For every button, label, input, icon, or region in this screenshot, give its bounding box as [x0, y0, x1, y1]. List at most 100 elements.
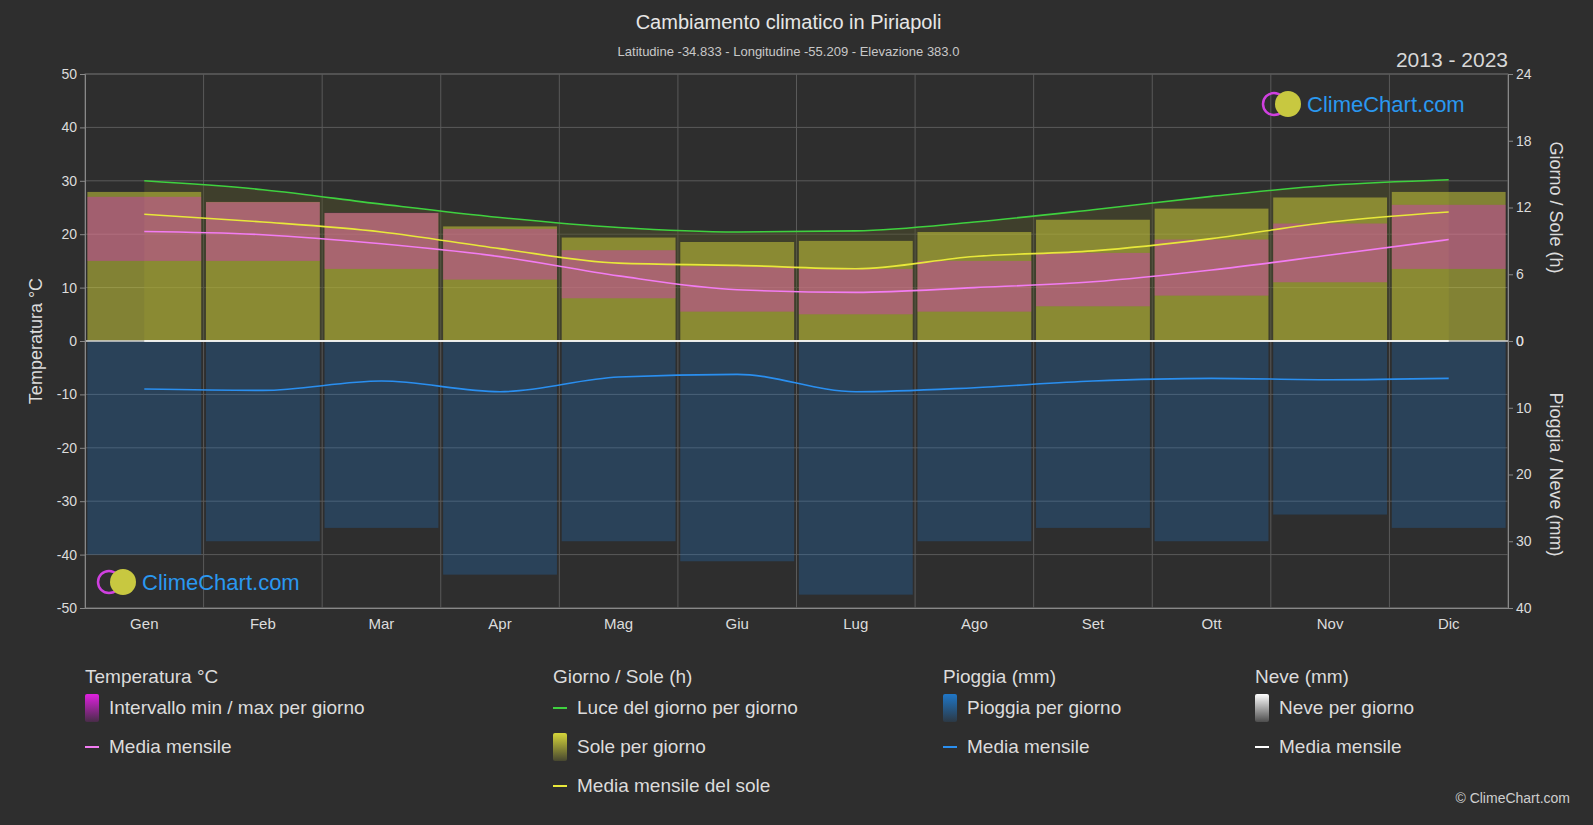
legend-title: Temperatura °C	[85, 666, 218, 687]
line	[144, 374, 1448, 391]
legend-swatch	[553, 785, 567, 787]
tick-label: Apr	[488, 615, 511, 632]
grid-line-y	[85, 341, 1508, 342]
tick: Mag	[604, 608, 633, 632]
logo-sun	[110, 569, 136, 595]
subtitle: Latitudine -34.833 - Longitudine -55.209…	[618, 44, 960, 59]
tick: 10	[1508, 400, 1532, 416]
bar	[917, 341, 1031, 541]
tick: Nov	[1317, 608, 1344, 632]
tick-label: 30	[61, 173, 77, 189]
legend-swatch	[553, 707, 567, 709]
tick-label: 18	[1516, 133, 1532, 149]
tick: 20	[1508, 466, 1532, 482]
watermark-text: ClimeChart.com	[1307, 92, 1465, 117]
legend-title: Neve (mm)	[1255, 666, 1349, 687]
tick-label: 20	[61, 226, 77, 242]
daylight-area	[144, 180, 1448, 341]
tick: 50	[61, 66, 85, 82]
tick-label: -10	[57, 386, 77, 402]
tick-label: -40	[57, 547, 77, 563]
legend-label: Media mensile	[1279, 736, 1402, 757]
title: Cambiamento climatico in Piriapoli	[636, 11, 942, 33]
legend-title: Giorno / Sole (h)	[553, 666, 692, 687]
tick: 0	[1508, 333, 1524, 349]
tick-label: 40	[61, 119, 77, 135]
tick-label: 6	[1516, 266, 1524, 282]
legend: Temperatura °CIntervallo min / max per g…	[85, 666, 1414, 796]
zero-line	[85, 340, 1508, 342]
tick-label: Ott	[1202, 615, 1223, 632]
legend-swatch	[943, 746, 957, 748]
legend-swatch	[943, 694, 957, 722]
bar	[443, 341, 557, 575]
tick-label: 0	[1516, 333, 1524, 349]
logo-sun	[1275, 91, 1301, 117]
tick: 40	[1508, 600, 1532, 616]
tick-label: 40	[1516, 600, 1532, 616]
tick: 6	[1508, 266, 1524, 282]
legend-label: Media mensile del sole	[577, 775, 770, 796]
tick-label: 24	[1516, 66, 1532, 82]
bar	[87, 341, 201, 555]
tick-mark	[1508, 341, 1513, 342]
tick-mark	[1508, 208, 1513, 209]
tick-label: 0	[1516, 333, 1524, 349]
bar	[206, 202, 320, 341]
legend-swatch	[85, 746, 99, 748]
tick-label: -20	[57, 440, 77, 456]
bar	[1155, 341, 1269, 541]
tick-mark	[80, 127, 85, 128]
tick-mark	[80, 341, 85, 342]
line	[144, 180, 1448, 232]
tick-label: -50	[57, 600, 77, 616]
legend-label: Media mensile	[967, 736, 1090, 757]
tick: 12	[1508, 199, 1532, 215]
bar	[1036, 341, 1150, 528]
axis-y3: 0 10 20 30 40	[1508, 333, 1532, 616]
tick: Mar	[369, 608, 395, 632]
axis-line	[86, 608, 1509, 609]
legend-swatch	[553, 733, 567, 761]
range-bar	[1155, 240, 1269, 296]
tick: 30	[1508, 533, 1532, 549]
tick: 40	[61, 119, 85, 135]
tick: Ago	[961, 608, 988, 632]
tick-label: Giu	[726, 615, 749, 632]
bar	[325, 341, 439, 528]
tick-label: Nov	[1317, 615, 1344, 632]
grid	[85, 74, 1508, 608]
line	[144, 232, 1448, 293]
tick-label: 0	[69, 333, 77, 349]
legend-label: Media mensile	[109, 736, 232, 757]
axis-title-y3: Pioggia / Neve (mm)	[1546, 392, 1566, 556]
bar	[1036, 220, 1150, 341]
tick: -30	[57, 493, 85, 509]
tick-label: Gen	[130, 615, 158, 632]
tick-mark	[1508, 141, 1513, 142]
tick-mark	[80, 608, 85, 609]
tick-mark	[80, 448, 85, 449]
tick: 0	[69, 333, 85, 349]
tick-mark	[80, 501, 85, 502]
axis-x: GenFebMarAprMagGiuLugAgoSetOttNovDic	[86, 608, 1509, 632]
tick-label: -30	[57, 493, 77, 509]
background	[0, 0, 1593, 825]
copyright: © ClimeChart.com	[1455, 790, 1570, 806]
tick-label: 10	[1516, 400, 1532, 416]
tick-label: Lug	[843, 615, 868, 632]
tick: Giu	[726, 608, 749, 632]
range-bar	[1036, 253, 1150, 306]
line	[144, 212, 1448, 269]
bar	[1273, 341, 1387, 515]
range-bar	[680, 266, 794, 311]
legend-label: Sole per giorno	[577, 736, 706, 757]
bar	[206, 341, 320, 541]
plot	[85, 180, 1508, 595]
tick-mark	[1508, 408, 1513, 409]
tick: -20	[57, 440, 85, 456]
line	[144, 340, 1448, 342]
tick-label: Set	[1082, 615, 1105, 632]
legend-swatch	[1255, 694, 1269, 722]
tick-mark	[80, 181, 85, 182]
